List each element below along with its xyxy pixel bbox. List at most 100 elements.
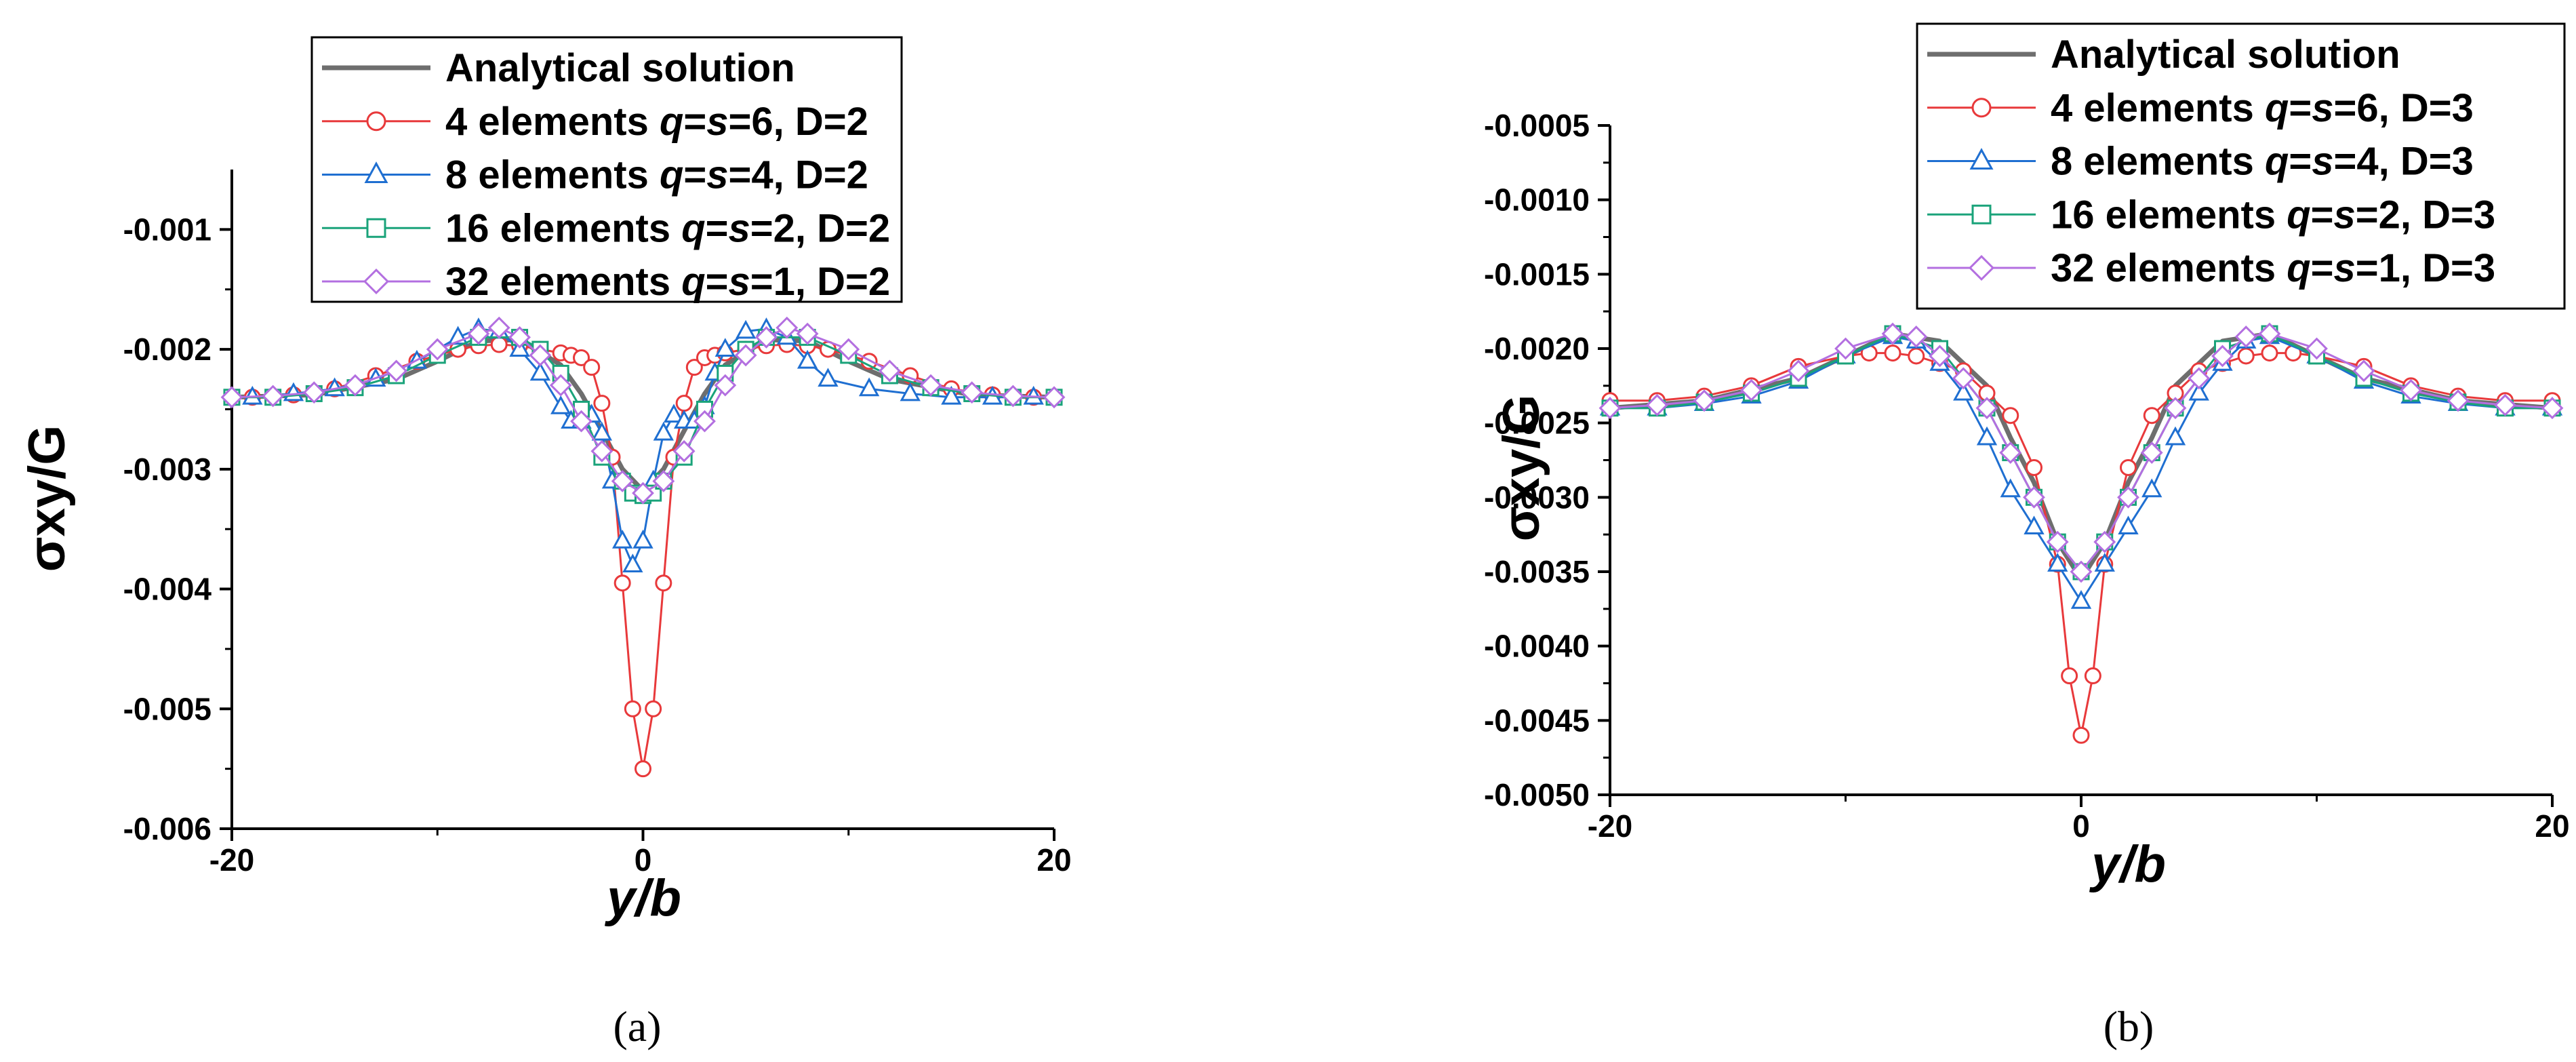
data-point xyxy=(776,316,799,339)
data-point xyxy=(755,326,778,349)
legend-marker xyxy=(363,268,390,295)
legend-item-analytical: Analytical solution xyxy=(322,46,795,90)
legend-label-part: =1, D=2 xyxy=(750,260,890,304)
data-point xyxy=(2070,589,2092,609)
legend-marker xyxy=(1971,204,1992,224)
data-point xyxy=(1693,389,1716,412)
data-point xyxy=(2061,667,2078,685)
data-point xyxy=(590,439,613,463)
data-point xyxy=(262,385,285,408)
data-point xyxy=(2234,326,2257,348)
data-point xyxy=(2002,407,2019,425)
legend: Analytical solution 4 elements q=s=6, D=3… xyxy=(1916,22,2566,310)
legend-label-part: q xyxy=(660,153,683,197)
legend-marker xyxy=(1971,98,1992,118)
legend-label-part: =4, D=3 xyxy=(2334,140,2474,184)
legend-label-part: =4, D=2 xyxy=(729,153,868,197)
data-point xyxy=(1043,386,1066,409)
series-analytical xyxy=(1609,331,2553,582)
legend: Analytical solution 4 elements q=s=6, D=2… xyxy=(310,36,903,304)
data-point xyxy=(796,322,819,345)
data-point xyxy=(2541,397,2564,420)
data-point xyxy=(2447,389,2470,412)
legend-label: 32 elements q=s=1, D=2 xyxy=(445,260,890,304)
data-point xyxy=(2211,345,2234,368)
data-point xyxy=(2261,345,2278,362)
legend-box xyxy=(310,36,903,303)
legend-label-part: =6, D=3 xyxy=(2334,86,2474,130)
legend-item-thirtytwo_elements: 32 elements q=s=1, D=2 xyxy=(322,260,890,304)
legend-label-part: 8 elements xyxy=(2051,140,2265,184)
series-analytical xyxy=(231,337,1055,494)
series-line xyxy=(1609,332,2553,573)
legend-marker xyxy=(364,161,388,184)
legend-label-part: s xyxy=(729,260,750,304)
data-point xyxy=(624,700,641,717)
data-point xyxy=(344,374,367,397)
y-tick-label: -0.0020 xyxy=(1484,331,1590,366)
legend-item-thirtytwo_elements: 32 elements q=s=1, D=3 xyxy=(1927,246,2495,290)
data-point xyxy=(735,319,757,339)
data-point xyxy=(837,338,860,361)
legend-label-part: 32 elements xyxy=(2051,246,2287,290)
legend-label-part: s xyxy=(706,153,728,197)
data-point xyxy=(529,344,552,367)
series-thirtytwo_elements xyxy=(220,316,1066,505)
legend-label: 4 elements q=s=6, D=2 xyxy=(445,100,868,144)
figure-caption: (b) xyxy=(2104,1002,2154,1050)
legend-marker xyxy=(366,111,386,132)
legend-label: Analytical solution xyxy=(2051,33,2400,77)
data-point xyxy=(622,553,643,573)
legend-label-part: =1, D=3 xyxy=(2356,246,2495,290)
legend-label-part: q xyxy=(681,260,705,304)
legend-item-four_elements: 4 elements q=s=6, D=3 xyxy=(1927,86,2474,130)
legend-marker xyxy=(1969,148,1994,170)
legend-label: 4 elements q=s=6, D=3 xyxy=(2051,86,2474,130)
x-axis-label: y/b xyxy=(604,869,681,927)
data-point xyxy=(550,395,571,414)
series-thirtytwo_elements xyxy=(1598,322,2564,583)
data-point xyxy=(715,338,736,357)
legend-label-part: = xyxy=(2289,86,2312,130)
data-point xyxy=(2047,553,2068,572)
data-point xyxy=(220,386,243,409)
legend-label-part: s xyxy=(729,206,750,250)
series-eight_elements xyxy=(242,317,1044,573)
legend-label-part: q xyxy=(660,100,683,144)
data-point xyxy=(549,374,572,397)
legend-item-analytical: Analytical solution xyxy=(1927,33,2400,77)
legend-label-part: q xyxy=(2265,86,2289,130)
data-point xyxy=(632,529,653,549)
y-tick-label: -0.0035 xyxy=(1484,554,1590,589)
data-point xyxy=(1999,441,2022,464)
data-point xyxy=(583,359,601,376)
data-point xyxy=(1598,397,1622,420)
data-point xyxy=(529,361,551,381)
data-point xyxy=(385,359,408,382)
data-point xyxy=(1646,393,1668,416)
legend-label-part: = xyxy=(2311,193,2334,237)
legend-label-part: =2, D=3 xyxy=(2356,193,2495,237)
x-tick-label: 0 xyxy=(635,842,652,878)
series-line xyxy=(231,337,1055,494)
data-point xyxy=(2237,347,2255,365)
data-point xyxy=(591,421,613,441)
data-point xyxy=(645,700,662,717)
data-point xyxy=(2143,407,2160,425)
series-four_elements xyxy=(1601,345,2561,744)
data-point xyxy=(675,395,693,412)
data-point xyxy=(2352,359,2375,382)
data-point xyxy=(2400,378,2422,401)
y-tick-label: -0.006 xyxy=(123,811,212,846)
legend-label-part: = xyxy=(683,100,706,144)
data-point xyxy=(508,326,531,349)
series-line xyxy=(1610,332,2552,573)
data-point xyxy=(2117,486,2139,509)
legend-item-four_elements: 4 elements q=s=6, D=2 xyxy=(322,100,868,144)
data-point xyxy=(1001,385,1024,408)
data-point xyxy=(2000,478,2021,498)
x-tick-label: 20 xyxy=(2535,808,2569,844)
data-point xyxy=(2026,458,2042,476)
legend-label-part: 8 elements xyxy=(445,153,660,197)
